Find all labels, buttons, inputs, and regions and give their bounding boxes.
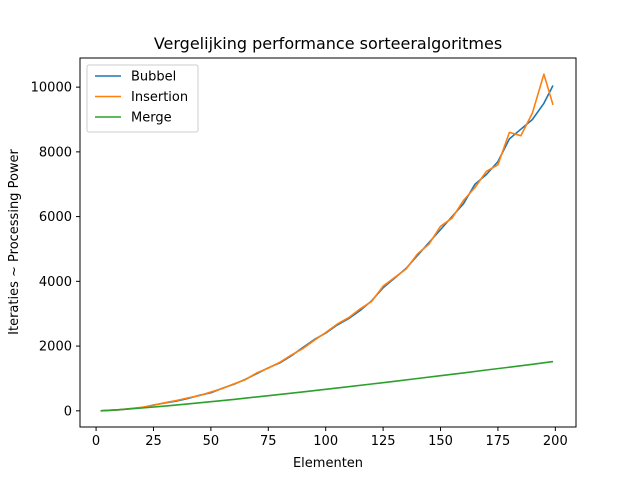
series-line-insertion bbox=[100, 73, 554, 412]
x-axis-label: Elementen bbox=[293, 456, 363, 471]
x-tick-label: 150 bbox=[428, 434, 453, 449]
y-axis-label: Iteraties ~ Processing Power bbox=[7, 148, 22, 334]
x-tick-label: 200 bbox=[543, 434, 568, 449]
y-tick-label: 8000 bbox=[39, 145, 72, 160]
x-tick-label: 100 bbox=[313, 434, 338, 449]
series-line-merge bbox=[100, 360, 554, 412]
legend: Bubbel Insertion Merge bbox=[86, 64, 199, 133]
legend-box bbox=[86, 64, 199, 133]
y-axis-ticks: 0 2000 4000 6000 8000 10000 bbox=[31, 81, 80, 419]
y-tick-label: 10000 bbox=[31, 81, 72, 96]
legend-label-insertion: Insertion bbox=[131, 90, 188, 105]
x-tick-label: 125 bbox=[371, 434, 396, 449]
x-tick-label: 175 bbox=[486, 434, 511, 449]
chart-title: Vergelijking performance sorteeralgoritm… bbox=[154, 34, 502, 53]
x-tick-label: 25 bbox=[145, 434, 162, 449]
x-tick-label: 50 bbox=[203, 434, 220, 449]
axes-frame bbox=[79, 57, 577, 428]
series-layer bbox=[100, 73, 554, 412]
y-tick-label: 2000 bbox=[39, 340, 72, 355]
x-axis-ticks: 0 25 50 75 100 125 150 175 200 bbox=[92, 427, 568, 449]
legend-label-bubbel: Bubbel bbox=[131, 70, 176, 85]
y-tick-label: 4000 bbox=[39, 275, 72, 290]
x-tick-label: 0 bbox=[92, 434, 100, 449]
plot-area bbox=[79, 57, 577, 428]
y-tick-label: 0 bbox=[64, 404, 72, 419]
x-tick-label: 75 bbox=[260, 434, 277, 449]
y-tick-label: 6000 bbox=[39, 210, 72, 225]
legend-label-merge: Merge bbox=[131, 111, 172, 126]
